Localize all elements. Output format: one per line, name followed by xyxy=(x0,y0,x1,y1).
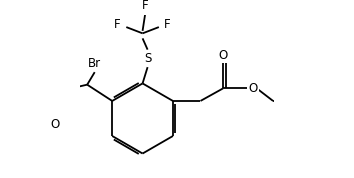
Text: O: O xyxy=(218,49,228,62)
Text: F: F xyxy=(142,0,148,12)
Text: S: S xyxy=(144,52,151,65)
Text: F: F xyxy=(114,18,121,31)
Text: O: O xyxy=(249,82,258,95)
Text: F: F xyxy=(164,18,171,31)
Text: O: O xyxy=(50,118,59,131)
Text: Br: Br xyxy=(88,57,101,70)
